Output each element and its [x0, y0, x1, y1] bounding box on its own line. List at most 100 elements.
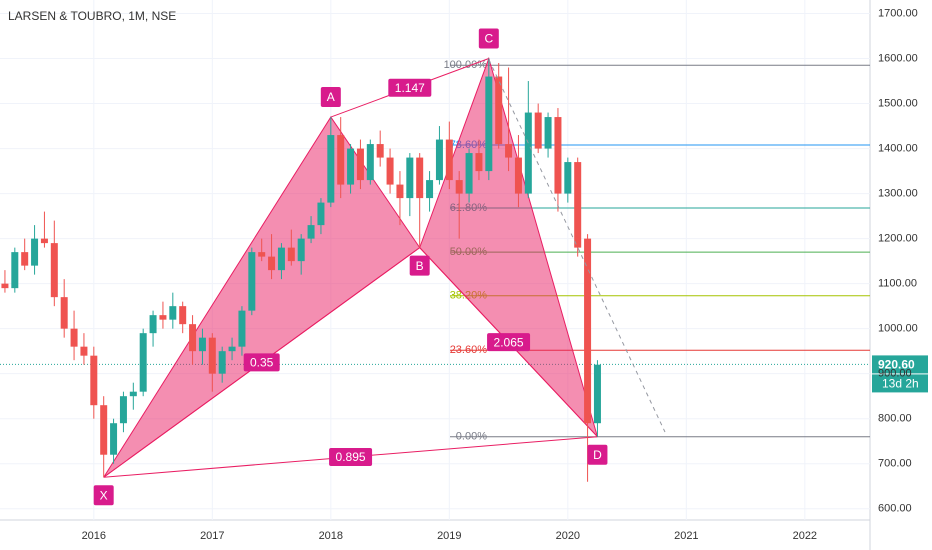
- candle-body: [228, 346, 236, 352]
- candle-body: [218, 351, 226, 374]
- y-tick-label: 700.00: [878, 458, 912, 470]
- candle-body: [505, 144, 513, 158]
- point-label: C: [484, 32, 493, 46]
- candle-body: [297, 238, 305, 262]
- candle-body: [248, 252, 256, 311]
- annotations: 0.35 1.147 2.065 0.895 X A B C D 920.60 13d 2h: [93, 28, 928, 506]
- candle-body: [40, 238, 48, 244]
- candle-body: [396, 184, 404, 199]
- candle-body: [198, 337, 206, 352]
- ratio-label: 2.065: [494, 335, 524, 349]
- candle-body: [258, 252, 266, 257]
- fib-label: 23.60%: [450, 344, 488, 356]
- ratio-label: 0.895: [336, 450, 366, 464]
- candle-body: [366, 144, 374, 181]
- point-label: D: [593, 448, 602, 462]
- candle-body: [475, 153, 483, 172]
- candle-body: [189, 324, 197, 352]
- candle-body: [1, 283, 9, 289]
- y-tick-label: 1500.00: [878, 97, 918, 109]
- countdown-label: 13d 2h: [882, 377, 919, 391]
- candle-body: [426, 180, 434, 199]
- candle-body: [80, 346, 88, 356]
- candle-body: [119, 396, 127, 424]
- candle-body: [238, 310, 246, 347]
- y-tick-label: 1600.00: [878, 52, 918, 64]
- fib-label: 100.00%: [444, 59, 488, 71]
- y-tick-label: 900.00: [878, 368, 912, 380]
- candle-body: [307, 225, 315, 239]
- candle-body: [277, 247, 285, 271]
- candle-body: [21, 252, 29, 266]
- candle-body: [287, 247, 295, 262]
- x-tick-label: 2017: [200, 530, 224, 542]
- candle-body: [435, 139, 443, 181]
- pattern: [103, 56, 598, 478]
- candle-body: [406, 157, 414, 199]
- candle-body: [50, 243, 58, 298]
- ratio-box: [329, 447, 373, 466]
- candle-body: [574, 162, 582, 248]
- candle-body: [465, 153, 473, 194]
- candle-body: [376, 144, 384, 158]
- ratio-label: 0.35: [250, 356, 274, 370]
- y-tick-label: 1700.00: [878, 7, 918, 19]
- candle-body: [129, 391, 137, 397]
- candle-body: [564, 162, 572, 194]
- countdown-tag: [872, 374, 928, 393]
- point-box: [478, 28, 499, 49]
- candle-body: [554, 117, 562, 194]
- candle-body: [593, 364, 601, 424]
- x-tick-label: 2019: [437, 530, 461, 542]
- candle-body: [139, 333, 147, 392]
- candle-body: [495, 76, 503, 145]
- candle-body: [386, 157, 394, 185]
- point-box: [93, 485, 114, 506]
- y-tick-label: 1300.00: [878, 187, 918, 199]
- y-tick-label: 1100.00: [878, 278, 917, 290]
- point-label: B: [416, 259, 424, 273]
- candle-body: [455, 180, 463, 194]
- point-box: [320, 87, 341, 108]
- y-tick-label: 600.00: [878, 503, 912, 515]
- candle-body: [337, 135, 345, 185]
- candle-body: [60, 297, 68, 329]
- candle-body: [416, 157, 424, 199]
- x-tick-label: 2018: [319, 530, 343, 542]
- candle-body: [485, 76, 493, 172]
- candle-body: [445, 139, 453, 181]
- candle-body: [356, 148, 364, 181]
- y-tick-label: 1000.00: [878, 323, 918, 335]
- candle-body: [11, 252, 19, 289]
- y-tick-label: 800.00: [878, 413, 912, 425]
- ratio-box: [388, 78, 432, 97]
- price-tag-label: 920.60: [878, 358, 915, 372]
- x-tick-label: 2022: [793, 530, 817, 542]
- candle-body: [179, 306, 187, 325]
- ratio-box: [487, 333, 531, 352]
- x-tick-label: 2020: [556, 530, 580, 542]
- x-tick-label: 2021: [674, 530, 698, 542]
- candle-body: [534, 112, 542, 149]
- grid: [0, 0, 870, 520]
- y-tick-label: 1400.00: [878, 142, 918, 154]
- candle-body: [524, 112, 532, 194]
- candle-body: [31, 238, 39, 266]
- ratio-box: [243, 353, 280, 372]
- candle-body: [100, 405, 108, 455]
- fib-label: 0.00%: [456, 431, 487, 443]
- candle-body: [317, 202, 325, 226]
- candle-body: [110, 423, 118, 455]
- candle-body: [544, 117, 552, 149]
- candle-body: [268, 256, 276, 271]
- candle-body: [90, 355, 98, 406]
- ratio-label: 1.147: [395, 81, 425, 95]
- chart-title: LARSEN & TOUBRO, 1M, NSE: [8, 9, 176, 23]
- candle-body: [584, 238, 592, 424]
- candle-body: [514, 157, 522, 194]
- point-box: [409, 255, 430, 276]
- x-tick-label: 2016: [82, 530, 106, 542]
- candle-body: [208, 337, 216, 374]
- point-label: A: [327, 90, 335, 104]
